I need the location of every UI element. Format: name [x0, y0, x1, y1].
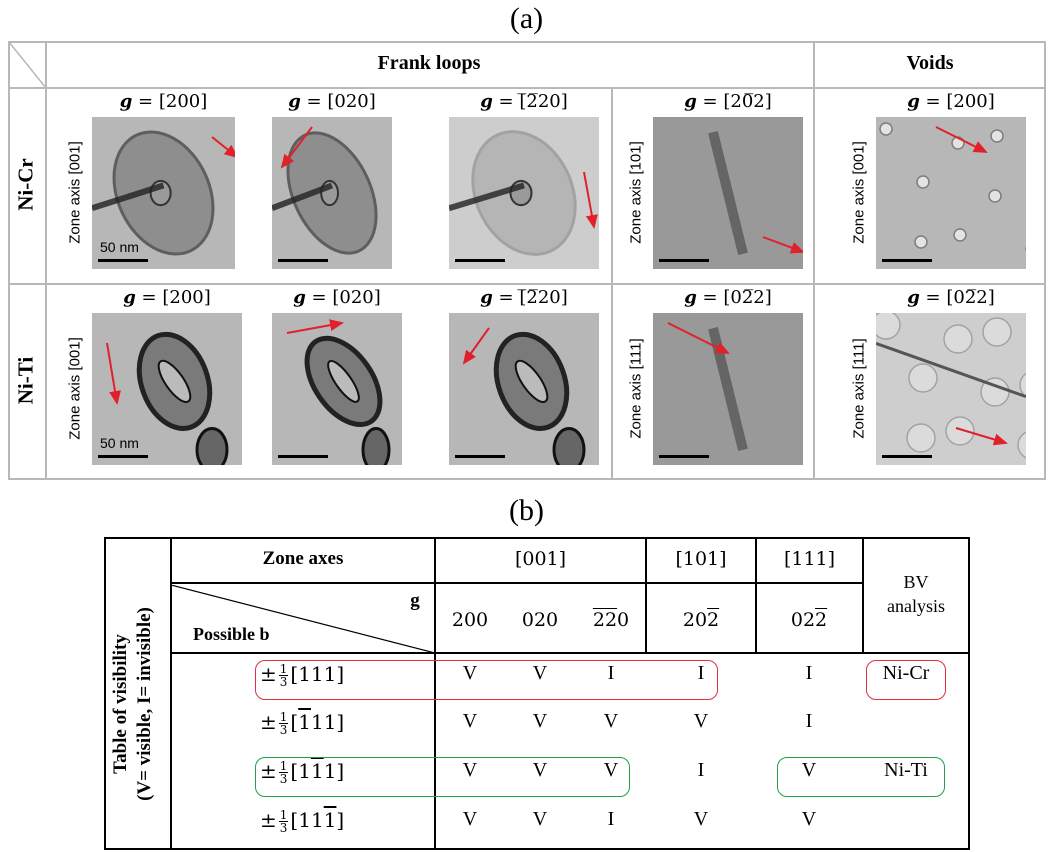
g-vector-label: g = [̅2̅20]: [480, 287, 568, 308]
visibility-value: V: [462, 710, 478, 732]
g-column-header: 202: [682, 609, 720, 631]
g-vector-label: g = [200]: [123, 287, 211, 308]
panel-a-label: (a): [509, 2, 544, 35]
g-label: g: [410, 590, 420, 611]
scale-bar: [659, 259, 709, 262]
tem-micrograph: [876, 117, 1026, 269]
bv-result: Ni-Cr: [882, 662, 930, 684]
g-vector-label: g = [20̅2]: [684, 91, 772, 112]
possible-b-vector: ±1 3 [111]: [260, 710, 345, 737]
corner-diagonal: [9, 42, 46, 88]
scale-bar: [882, 259, 932, 262]
table-side-label: Table of visibility (V= visible, I= invi…: [110, 607, 155, 801]
scale-bar: [455, 259, 505, 262]
visibility-value: V: [532, 759, 548, 781]
tem-micrograph: [92, 313, 242, 465]
scale-bar: [278, 259, 328, 262]
g-column-header: 220: [592, 609, 630, 631]
visibility-value: V: [532, 808, 548, 830]
g-vector-label: g = [02̅2]: [907, 287, 995, 308]
g-vector-label: g = [̅2̅20]: [480, 91, 568, 112]
visibility-value: V: [532, 710, 548, 732]
visibility-value: I: [607, 662, 615, 684]
possible-b-vector: ±1 3 [111]: [260, 808, 345, 835]
tem-micrograph: [449, 117, 599, 269]
ni-cr-highlight-box: [255, 660, 718, 700]
scale-bar: [278, 455, 328, 458]
g-vector-label: g = [020]: [288, 91, 376, 112]
tem-micrograph: [653, 313, 803, 465]
visibility-value: I: [805, 710, 813, 732]
zone-axis-label: Zone axis [001]: [850, 141, 868, 244]
header-frank-loops: Frank loops: [377, 52, 481, 74]
panel-b-label: (b): [509, 494, 544, 527]
g-vector-label: g = [02̅2]: [684, 287, 772, 308]
visibility-value: I: [607, 808, 615, 830]
visibility-value: V: [801, 808, 817, 830]
tem-micrograph: [876, 313, 1026, 465]
possible-b-label: Possible b: [193, 624, 270, 644]
g-column-header: 020: [521, 609, 559, 631]
zone-101: [101]: [675, 548, 727, 570]
tem-micrograph: [92, 117, 235, 269]
visibility-value: V: [801, 759, 817, 781]
g-column-header: 200: [451, 609, 489, 631]
zone-axis-label: Zone axis [111]: [850, 338, 868, 439]
zone-axes-label: Zone axes: [262, 548, 344, 569]
visibility-value: I: [805, 662, 813, 684]
ni-ti-highlight-box: [255, 757, 630, 797]
row-label-ni-ti: Ni-Ti: [13, 356, 38, 405]
scale-bar: [882, 455, 932, 458]
ni-cr-bv-box: [866, 660, 946, 700]
zone-axis-label: Zone axis [101]: [627, 141, 645, 244]
visibility-value: V: [603, 710, 619, 732]
visibility-value: V: [462, 808, 478, 830]
bv-result: Ni-Ti: [884, 759, 928, 781]
header-diagonal: [171, 585, 435, 653]
visibility-value: V: [693, 710, 709, 732]
tem-micrograph: [449, 313, 599, 465]
g-vector-label: g = [200]: [119, 91, 208, 112]
visibility-value: V: [462, 759, 478, 781]
zone-axis-label: Zone axis [111]: [627, 338, 645, 439]
tem-micrograph: [653, 117, 803, 269]
header-voids: Voids: [906, 52, 954, 74]
zone-111: [111]: [783, 548, 836, 570]
scale-bar: [455, 455, 505, 458]
zone-axis-label: Zone axis [001]: [66, 141, 84, 244]
scale-bar: [98, 455, 148, 458]
visibility-value: I: [697, 759, 705, 781]
scale-bar: [659, 455, 709, 458]
bv-analysis-header: BV analysis: [887, 572, 945, 616]
visibility-value: I: [697, 662, 705, 684]
ni-ti-bv-box: [777, 757, 945, 797]
scale-bar-label: 50 nm: [100, 435, 139, 451]
visibility-value: V: [693, 808, 709, 830]
scale-bar-label: 50 nm: [100, 239, 139, 255]
g-column-header: 022: [790, 609, 828, 631]
zone-axis-label: Zone axis [001]: [66, 337, 84, 440]
zone-001: [001]: [514, 548, 567, 570]
tem-micrograph: [272, 313, 402, 465]
g-vector-label: g = [200]: [907, 91, 995, 112]
row-label-ni-cr: Ni-Cr: [13, 158, 38, 211]
visibility-value: V: [532, 662, 548, 684]
visibility-value: V: [603, 759, 619, 781]
visibility-value: V: [462, 662, 478, 684]
g-vector-label: g = [020]: [293, 287, 381, 308]
tem-micrograph: [272, 117, 392, 269]
scale-bar: [98, 259, 148, 262]
